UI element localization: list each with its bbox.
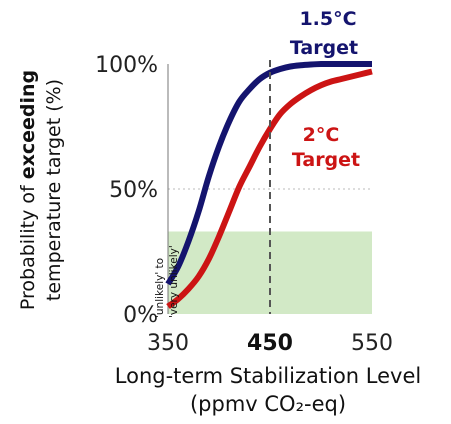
series-label-1-5c-line1: 1.5°C [299, 8, 356, 30]
series-label-2c-line2: Target [292, 149, 360, 171]
y-tick-label: 100% [95, 53, 158, 78]
x-ticks: 350 450 550 [147, 331, 393, 356]
y-ticks: 0% 50% 100% [95, 53, 158, 328]
y-tick-label: 0% [123, 303, 158, 328]
y-axis-title-bold: exceeding [17, 70, 39, 179]
x-axis-title-line1: Long-term Stabilization Level [115, 364, 421, 388]
y-axis-title-line1: Probability of exceeding [17, 70, 39, 310]
x-tick-label: 350 [147, 331, 189, 356]
series-label-1-5c-line2: Target [290, 37, 358, 59]
y-axis-title-line2: temperature target (%) [43, 79, 65, 301]
series-line-1 [166, 68, 373, 309]
y-tick-label: 50% [109, 178, 158, 203]
y-axis-title-pre: Probability of [17, 179, 39, 310]
x-axis-title-line2: (ppmv CO₂-eq) [190, 392, 346, 416]
series-label-2c-line1: 2°C [303, 124, 340, 146]
band-label-line1: 'unlikely' to [154, 258, 166, 318]
band-label-line2: 'very unlikely' [168, 245, 180, 318]
x-tick-label: 550 [351, 331, 393, 356]
x-tick-label: 450 [247, 331, 293, 356]
